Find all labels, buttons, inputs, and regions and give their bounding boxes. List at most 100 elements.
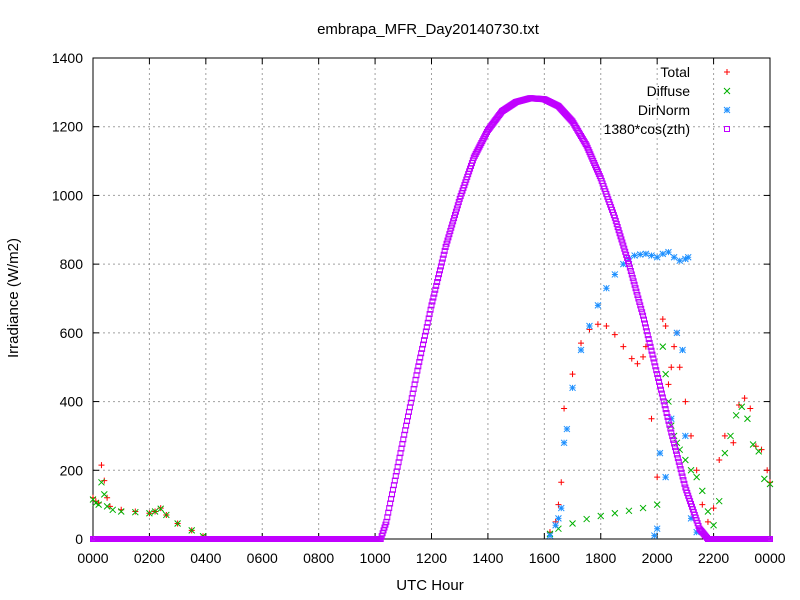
data-point bbox=[628, 355, 635, 362]
x-axis-label: UTC Hour bbox=[396, 577, 464, 594]
data-point bbox=[738, 403, 746, 411]
data-point bbox=[655, 374, 662, 381]
data-point bbox=[444, 237, 451, 244]
data-point bbox=[106, 503, 113, 510]
x-tick-label: 1600 bbox=[529, 550, 560, 566]
data-point bbox=[388, 495, 395, 502]
data-point bbox=[586, 322, 593, 330]
data-point bbox=[618, 236, 625, 243]
data-point bbox=[710, 521, 717, 529]
data-point bbox=[399, 440, 406, 447]
series-2 bbox=[546, 248, 701, 539]
data-point bbox=[452, 208, 459, 215]
data-point bbox=[679, 346, 686, 354]
data-point bbox=[653, 501, 661, 508]
data-point bbox=[620, 242, 627, 249]
data-point bbox=[442, 243, 449, 250]
plot-points bbox=[89, 95, 774, 542]
data-point bbox=[665, 417, 672, 424]
data-point bbox=[435, 275, 442, 282]
data-point bbox=[611, 271, 619, 278]
data-point bbox=[619, 260, 627, 268]
y-tick-label: 0 bbox=[75, 531, 83, 547]
data-point bbox=[626, 264, 633, 271]
data-point bbox=[658, 390, 665, 397]
data-point bbox=[610, 212, 617, 219]
data-point bbox=[677, 466, 684, 473]
data-point bbox=[430, 294, 437, 301]
data-point bbox=[109, 506, 117, 514]
data-point bbox=[614, 224, 621, 231]
data-point bbox=[557, 504, 565, 512]
data-point bbox=[661, 402, 668, 409]
data-point bbox=[555, 501, 562, 508]
data-point bbox=[704, 518, 711, 525]
data-point bbox=[669, 433, 676, 440]
data-point bbox=[101, 477, 108, 484]
data-point bbox=[656, 378, 663, 385]
data-point bbox=[684, 253, 692, 261]
data-point bbox=[603, 284, 610, 292]
data-point bbox=[98, 478, 105, 486]
data-point bbox=[651, 359, 658, 366]
data-point bbox=[429, 298, 436, 305]
data-point bbox=[613, 220, 620, 227]
data-point bbox=[431, 290, 438, 297]
data-point bbox=[727, 432, 734, 440]
data-point bbox=[665, 381, 672, 388]
data-point bbox=[104, 494, 111, 501]
y-tick-label: 1000 bbox=[52, 187, 83, 203]
data-point bbox=[151, 508, 159, 515]
x-tick-label: 2200 bbox=[698, 550, 729, 566]
data-point bbox=[443, 240, 450, 247]
data-point bbox=[687, 466, 695, 474]
data-point bbox=[641, 320, 648, 327]
legend-label: Diffuse bbox=[647, 83, 691, 99]
data-point bbox=[561, 405, 568, 412]
data-point bbox=[612, 217, 619, 224]
x-tick-label: 1800 bbox=[585, 550, 616, 566]
data-point bbox=[656, 382, 663, 389]
data-point bbox=[436, 271, 443, 278]
data-point bbox=[448, 224, 455, 231]
data-point bbox=[648, 347, 655, 354]
data-point bbox=[659, 394, 666, 401]
x-tick-label: 0400 bbox=[190, 550, 221, 566]
series-1 bbox=[89, 343, 774, 540]
data-point bbox=[698, 487, 706, 495]
data-point bbox=[100, 490, 108, 498]
data-point bbox=[652, 363, 659, 370]
data-point bbox=[578, 340, 585, 347]
data-point bbox=[420, 341, 427, 348]
legend-label: 1380*cos(zth) bbox=[604, 121, 690, 137]
data-point bbox=[453, 205, 460, 212]
data-point bbox=[415, 363, 422, 370]
data-point bbox=[628, 271, 635, 278]
data-point bbox=[641, 316, 648, 323]
data-point bbox=[621, 245, 628, 252]
data-point bbox=[672, 444, 679, 451]
data-point bbox=[660, 398, 667, 405]
data-point bbox=[761, 475, 768, 483]
data-point bbox=[682, 432, 689, 440]
data-point bbox=[638, 305, 645, 312]
x-tick-label: 2000 bbox=[642, 550, 673, 566]
data-point bbox=[732, 411, 740, 419]
data-point bbox=[735, 402, 742, 409]
data-point bbox=[673, 329, 681, 337]
data-point bbox=[648, 252, 655, 259]
data-point bbox=[755, 448, 763, 455]
data-point bbox=[625, 261, 632, 268]
data-point bbox=[417, 354, 424, 361]
data-point bbox=[454, 202, 461, 209]
data-point bbox=[597, 512, 605, 520]
data-point bbox=[433, 282, 440, 289]
y-axis-ticks: 0 200 400 600 800 1000 1200 1400 bbox=[52, 50, 770, 547]
data-point bbox=[445, 234, 452, 241]
data-point bbox=[633, 288, 640, 295]
data-point bbox=[693, 473, 701, 481]
data-point bbox=[667, 425, 674, 432]
legend-marker bbox=[724, 69, 730, 75]
legend-marker bbox=[723, 87, 731, 95]
